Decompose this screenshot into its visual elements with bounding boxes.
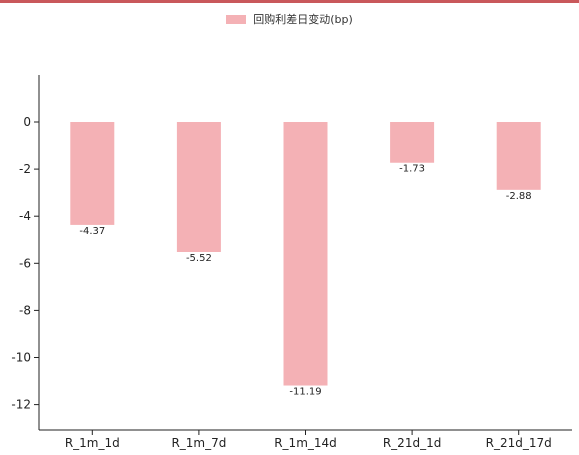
x-tick-label: R_1m_14d bbox=[274, 436, 337, 450]
x-tick-label: R_1m_7d bbox=[171, 436, 226, 450]
data-label: -11.19 bbox=[289, 387, 321, 398]
x-tick-label: R_21d_1d bbox=[383, 436, 441, 450]
bar-R_21d_17d bbox=[496, 122, 541, 190]
top-border bbox=[0, 0, 579, 3]
bar-R_1m_14d bbox=[283, 122, 328, 386]
legend-label: 回购利差日变动(bp) bbox=[253, 13, 353, 26]
y-tick-label: -12 bbox=[11, 398, 31, 412]
data-label: -2.88 bbox=[506, 191, 532, 202]
y-tick-label: -4 bbox=[19, 209, 31, 223]
y-tick-label: -6 bbox=[19, 256, 31, 270]
data-label: -4.37 bbox=[79, 226, 105, 237]
data-label: -5.52 bbox=[186, 253, 212, 264]
x-tick-label: R_21d_17d bbox=[486, 436, 552, 450]
bar-R_1m_1d bbox=[70, 122, 115, 225]
x-tick-label: R_1m_1d bbox=[65, 436, 120, 450]
y-tick-label: -8 bbox=[19, 303, 31, 317]
chart-legend: 回购利差日变动(bp) bbox=[0, 11, 579, 27]
y-tick-label: -10 bbox=[11, 351, 31, 365]
bar-R_21d_1d bbox=[390, 122, 435, 163]
y-tick-label: 0 bbox=[23, 115, 31, 129]
bar-R_1m_7d bbox=[176, 122, 221, 252]
legend-swatch bbox=[226, 14, 247, 24]
y-tick-label: -2 bbox=[19, 162, 31, 176]
data-label: -1.73 bbox=[399, 164, 425, 175]
